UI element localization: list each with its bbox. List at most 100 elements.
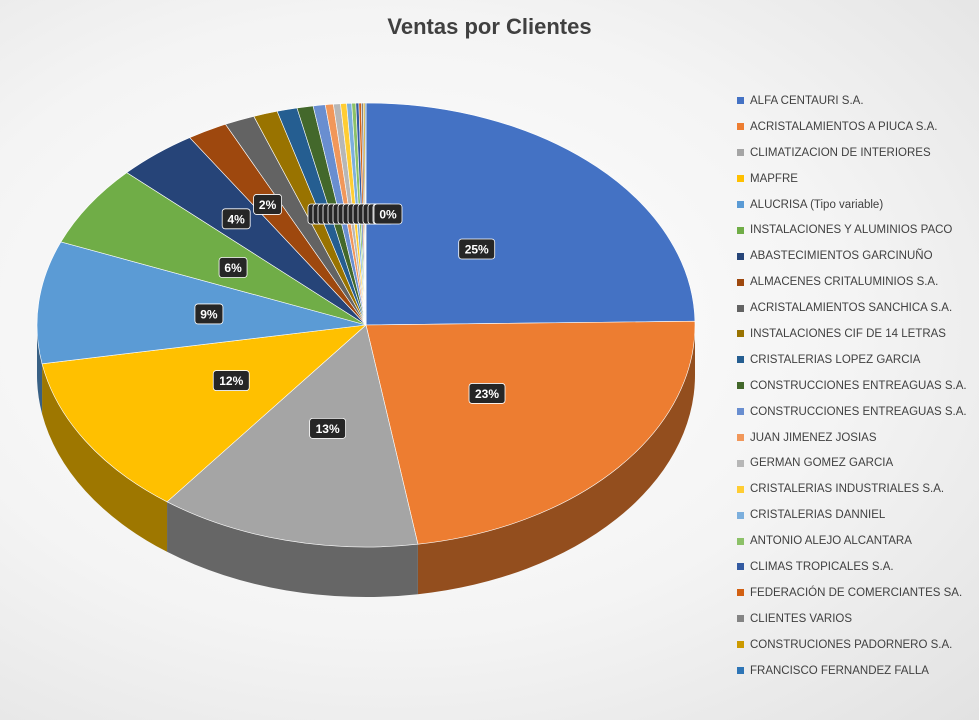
legend-item: CLIENTES VARIOS: [737, 606, 977, 632]
legend-item: CRISTALERIAS INDUSTRIALES S.A.: [737, 476, 977, 502]
legend-swatch: [737, 201, 744, 208]
legend-label: FRANCISCO FERNANDEZ FALLA: [750, 664, 929, 677]
legend-swatch: [737, 408, 744, 416]
legend-item: FEDERACIÓN DE COMERCIANTES SA.: [737, 580, 977, 606]
legend-swatch: [737, 511, 744, 519]
legend-item: MAPFRE: [737, 166, 977, 192]
legend-item: CRISTALERIAS LOPEZ GARCIA: [737, 347, 977, 373]
legend-item: CONSTRUCCIONES ENTREAGUAS S.A.: [737, 399, 977, 425]
data-label-text-6: 4%: [228, 212, 246, 226]
legend-item: CONSTRUCIONES PADORNERO S.A.: [737, 632, 977, 658]
legend-item: GERMAN GOMEZ GARCIA: [737, 450, 977, 476]
legend-item: ACRISTALAMIENTOS A PIUCA S.A.: [737, 114, 977, 140]
pie-slice-0: [365, 102, 696, 326]
legend-label: CRISTALERIAS DANNIEL: [750, 509, 886, 522]
data-label-5: 6%: [218, 257, 248, 278]
data-label-3: 12%: [212, 370, 250, 391]
legend-item: FRANCISCO FERNANDEZ FALLA: [737, 658, 977, 684]
chart-legend: ALFA CENTAURI S.A. ACRISTALAMIENTOS A PIU…: [737, 88, 977, 683]
legend-label: FEDERACIÓN DE COMERCIANTES SA.: [750, 586, 963, 599]
legend-item: ALUCRISA (Tipo variable): [737, 192, 977, 218]
legend-swatch: [737, 356, 744, 364]
legend-label: CLIMAS TROPICALES S.A.: [750, 560, 894, 573]
legend-item: CONSTRUCCIONES ENTREAGUAS S.A.: [737, 373, 977, 399]
legend-swatch: [737, 382, 744, 390]
legend-item: ANTONIO ALEJO ALCANTARA: [737, 528, 977, 554]
legend-swatch: [737, 330, 744, 338]
data-label-0: 25%: [458, 238, 496, 260]
legend-swatch: [737, 278, 744, 286]
data-label-4: 9%: [194, 303, 224, 325]
legend-label: ACRISTALAMIENTOS A PIUCA S.A.: [750, 120, 938, 133]
legend-swatch: [737, 667, 744, 675]
legend-swatch: [737, 149, 744, 157]
legend-swatch: [737, 615, 744, 623]
legend-label: ACRISTALAMIENTOS SANCHICA S.A.: [750, 302, 953, 315]
legend-item: ALMACENES CRITALUMINIOS S.A.: [737, 269, 977, 295]
legend-swatch: [737, 226, 744, 234]
legend-item: JUAN JIMENEZ JOSIAS: [737, 425, 977, 451]
legend-label: CONSTRUCIONES PADORNERO S.A.: [750, 638, 953, 651]
legend-label: ANTONIO ALEJO ALCANTARA: [750, 535, 912, 548]
legend-label: INSTALACIONES Y ALUMINIOS PACO: [750, 224, 953, 237]
pie-slices: [36, 102, 696, 548]
pie-slice-side-1: [417, 325, 695, 595]
legend-swatch: [737, 485, 744, 493]
legend-item: CRISTALERIAS DANNIEL: [737, 502, 977, 528]
pie-slice-1: [365, 320, 696, 545]
data-label-text-4: 9%: [200, 307, 218, 321]
pie-slice-2: [166, 324, 419, 548]
legend-swatch: [737, 434, 744, 442]
legend-label: JUAN JIMENEZ JOSIAS: [750, 431, 877, 444]
data-label-text-3: 12%: [219, 374, 243, 388]
data-label-text-1: 23%: [475, 387, 499, 401]
data-label-7: 2%: [253, 194, 282, 215]
data-label-text-0: 25%: [465, 243, 489, 257]
legend-label: GERMAN GOMEZ GARCIA: [750, 457, 894, 470]
data-label-text-22: 0%: [379, 208, 397, 222]
legend-label: CONSTRUCCIONES ENTREAGUAS S.A.: [750, 379, 967, 392]
legend-label: INSTALACIONES CIF DE 14 LETRAS: [750, 327, 946, 340]
pie-slice-side-4: [37, 325, 43, 414]
pie-slice-4: [36, 241, 367, 365]
legend-label: ALUCRISA (Tipo variable): [750, 198, 884, 211]
pie-slice-side-3: [42, 363, 168, 552]
legend-swatch: [737, 252, 744, 260]
legend-item: ALFA CENTAURI S.A.: [737, 88, 977, 114]
legend-swatch: [737, 537, 744, 545]
data-label-22: 0%: [373, 203, 403, 225]
chart-title: Ventas por Clientes: [387, 14, 592, 39]
legend-item: INSTALACIONES CIF DE 14 LETRAS: [737, 321, 977, 347]
legend-swatch: [737, 304, 744, 312]
legend-swatch: [737, 123, 744, 131]
pie-data-labels: 25%23%13%12%9%6%4%2%111000000000000%: [194, 194, 506, 439]
legend-swatch: [737, 589, 744, 597]
legend-item: INSTALACIONES Y ALUMINIOS PACO: [737, 217, 977, 243]
pie-slice-3: [41, 324, 367, 503]
legend-label: ALMACENES CRITALUMINIOS S.A.: [750, 276, 939, 289]
pie-slice-5: [60, 172, 367, 326]
pie-slice-side-2: [167, 501, 418, 597]
legend-label: MAPFRE: [750, 172, 798, 185]
legend-item: ABASTECIMIENTOS GARCINUÑO: [737, 243, 977, 269]
legend-swatch: [737, 563, 744, 571]
legend-label: CRISTALERIAS INDUSTRIALES S.A.: [750, 483, 945, 496]
data-label-1: 23%: [468, 383, 506, 404]
legend-item: CLIMAS TROPICALES S.A.: [737, 554, 977, 580]
legend-label: CRISTALERIAS LOPEZ GARCIA: [750, 353, 921, 366]
legend-swatch: [737, 459, 744, 467]
legend-label: ALFA CENTAURI S.A.: [750, 94, 864, 107]
data-label-text-7: 2%: [259, 198, 277, 212]
legend-swatch: [737, 97, 744, 105]
data-label-2: 13%: [309, 417, 347, 439]
legend-label: CONSTRUCCIONES ENTREAGUAS S.A.: [750, 405, 967, 418]
legend-swatch: [737, 175, 744, 183]
legend-label: CLIENTES VARIOS: [750, 612, 853, 625]
data-label-text-2: 13%: [316, 422, 340, 436]
legend-item: ACRISTALAMIENTOS SANCHICA S.A.: [737, 295, 977, 321]
legend-item: CLIMATIZACION DE INTERIORES: [737, 140, 977, 166]
data-label-6: 4%: [221, 208, 251, 230]
pie-side-walls: [37, 325, 695, 597]
